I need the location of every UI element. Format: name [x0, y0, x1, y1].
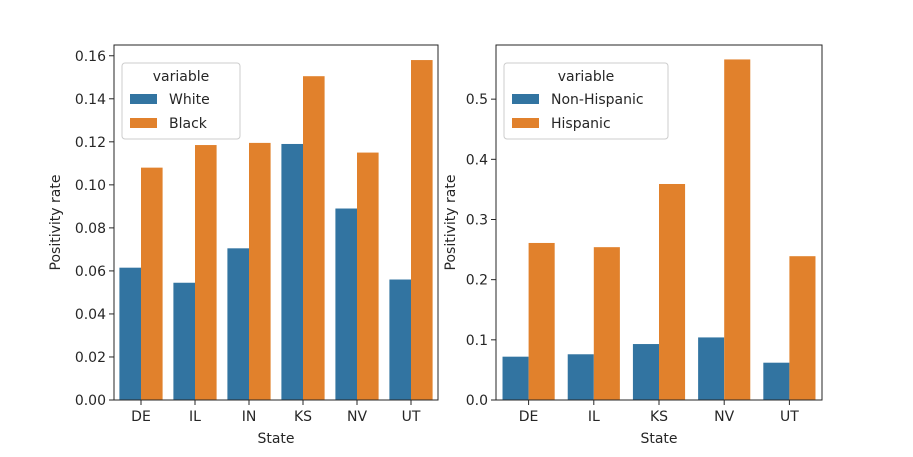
legend-label-non-hispanic: Non-Hispanic: [551, 92, 644, 108]
axes-frame: [113, 44, 439, 401]
y-tick-label: 0.5: [466, 92, 488, 108]
bar-hispanic-ut: [789, 256, 816, 400]
bar-white-de: [119, 267, 141, 400]
legend-title: variable: [153, 69, 209, 85]
x-tick-label-in: IN: [242, 409, 257, 425]
bar-non-hispanic-nv: [698, 337, 725, 400]
y-tick-label: 0.12: [75, 135, 106, 151]
bar-hispanic-nv: [724, 59, 751, 401]
x-tick-label-de: DE: [519, 409, 539, 425]
bar-hispanic-il: [593, 247, 620, 400]
bar-white-in: [227, 248, 249, 400]
right-chart: DE IL KS NV UT 0.0 0.1 0.2 0.3 0.4 0.5 State Positiv…: [443, 44, 823, 447]
y-tick-label: 0.00: [75, 393, 106, 409]
x-tick-label-ks: KS: [294, 409, 312, 425]
x-tick-label-ut: UT: [402, 409, 421, 425]
legend-box: [503, 62, 669, 140]
bar-non-hispanic-de: [502, 356, 529, 400]
y-tick-label: 0.10: [75, 178, 106, 194]
y-tick-label: 0.4: [466, 152, 488, 168]
bar-white-ut: [389, 279, 411, 400]
bar-non-hispanic-ks: [632, 344, 659, 400]
x-tick-label-il: IL: [588, 409, 600, 425]
legend-label-black: Black: [169, 116, 208, 132]
y-tick-label: 0.2: [466, 273, 488, 289]
bar-non-hispanic-ut: [763, 362, 790, 400]
x-tick-label-nv: NV: [714, 409, 734, 425]
x-axis-label: State: [640, 431, 677, 447]
left-chart: DE IL IN KS NV UT 0.00 0.02 0.04 0.06 0.08 0.10 0.12…: [48, 44, 439, 447]
x-axis-label: State: [257, 431, 294, 447]
y-tick-label: 0.3: [466, 212, 488, 228]
legend-swatch-black: [130, 118, 157, 128]
y-tick-label: 0.04: [75, 307, 106, 323]
bar-black-ks: [303, 76, 325, 401]
legend-swatch-hispanic: [512, 118, 539, 128]
x-tick-label-de: DE: [131, 409, 151, 425]
bar-black-de: [141, 167, 163, 400]
y-tick-label: 0.02: [75, 350, 106, 366]
bar-non-hispanic-il: [567, 354, 594, 400]
legend-label-hispanic: Hispanic: [551, 116, 611, 132]
legend-label-white: White: [169, 92, 210, 108]
y-axis-label: Positivity rate: [48, 175, 64, 271]
bar-black-in: [249, 142, 271, 401]
y-tick-label: 0.14: [75, 92, 106, 108]
bar-black-ut: [411, 60, 433, 400]
x-tick-label-ut: UT: [780, 409, 799, 425]
bar-black-il: [195, 145, 217, 400]
y-tick-label: 0.0: [466, 393, 488, 409]
y-tick-label: 0.08: [75, 221, 106, 237]
bar-white-nv: [335, 208, 357, 400]
bar-hispanic-de: [528, 242, 555, 400]
legend-title: variable: [558, 69, 614, 85]
legend-swatch-non-hispanic: [512, 94, 539, 104]
y-tick-label: 0.1: [466, 333, 488, 349]
y-axis-label: Positivity rate: [443, 175, 459, 271]
y-tick-label: 0.06: [75, 264, 106, 280]
x-tick-label-nv: NV: [347, 409, 367, 425]
bar-black-nv: [357, 152, 379, 400]
legend-swatch-white: [130, 94, 157, 104]
bar-white-ks: [281, 143, 303, 400]
y-tick-label: 0.16: [75, 49, 106, 65]
bar-hispanic-ks: [659, 183, 686, 400]
x-tick-label-il: IL: [189, 409, 201, 425]
bar-white-il: [173, 282, 195, 400]
x-tick-label-ks: KS: [650, 409, 668, 425]
